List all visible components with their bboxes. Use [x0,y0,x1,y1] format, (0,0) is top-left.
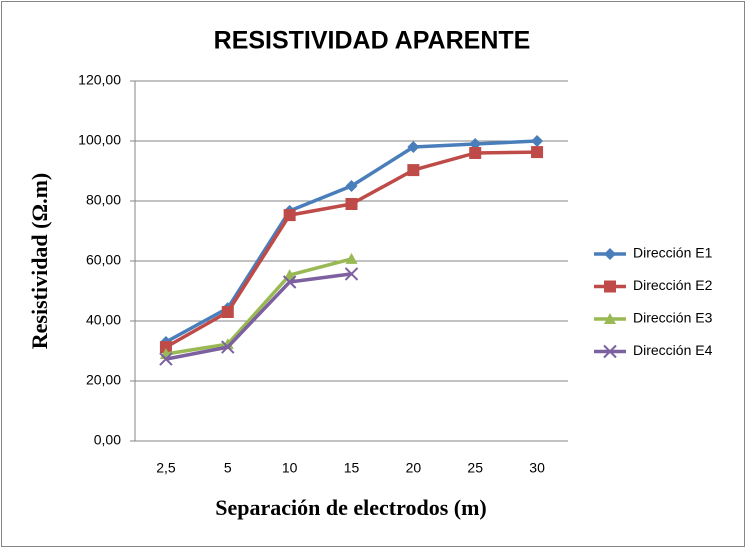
x-axis-label: Separación de electrodos (m) [215,495,487,520]
marker [407,164,420,177]
marker [531,135,544,147]
marker [282,275,297,289]
marker [221,340,235,354]
x-tick-label: 10 [282,460,298,476]
y-tick-label: 40,00 [86,312,121,328]
legend-marker [603,344,617,359]
y-tick-label: 80,00 [86,192,121,208]
legend-marker [604,248,616,260]
marker [283,269,296,281]
marker [344,267,359,281]
legend-marker [604,280,616,293]
marker [469,147,482,159]
marker [159,352,173,366]
marker [159,341,172,354]
y-tick-label: 100,00 [78,132,121,148]
marker [531,146,544,159]
x-tick-label: 2,5 [156,460,176,476]
marker [283,209,296,222]
legend-label: Dirección E1 [633,245,713,261]
y-tick-label: 120,00 [78,72,121,88]
marker [221,306,234,318]
y-tick-label: 60,00 [86,252,121,268]
series-line [165,257,352,356]
marker [407,141,420,153]
x-tick-label: 30 [529,460,545,476]
marker [345,252,358,264]
x-tick-label: 25 [467,460,483,476]
x-tick-label: 5 [224,460,232,476]
series-line [165,272,352,361]
legend-marker [604,313,616,324]
marker [345,198,358,210]
y-tick-label: 20,00 [86,372,121,388]
legend-label: Dirección E3 [633,310,713,326]
legend-label: Dirección E2 [633,277,713,293]
legend-label: Dirección E4 [633,342,713,358]
chart-title: RESISTIVIDAD APARENTE [214,27,531,55]
y-tick-label: 0,00 [94,432,121,448]
x-tick-label: 15 [344,460,360,476]
marker [345,180,358,192]
x-tick-label: 20 [406,460,422,476]
y-axis-label: Resistividad (Ω.m) [27,173,52,350]
